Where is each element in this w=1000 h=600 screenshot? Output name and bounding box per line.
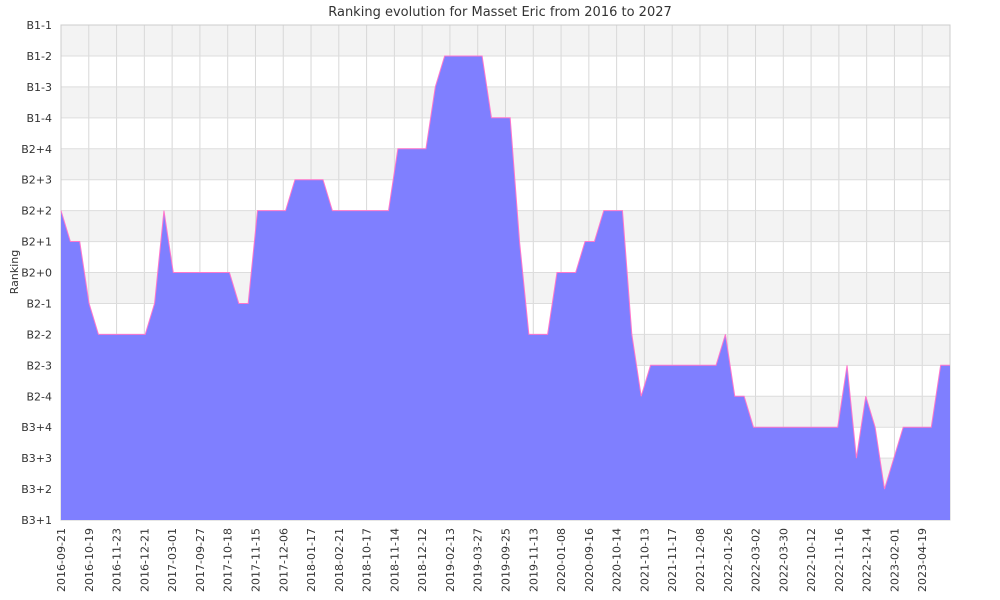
x-tick-label: 2018-02-21 (333, 528, 346, 592)
x-tick-label: 2016-11-23 (111, 528, 124, 592)
x-tick-label: 2023-04-19 (916, 528, 929, 592)
x-tick-label: 2022-12-14 (861, 528, 874, 592)
y-tick-label: B2+2 (21, 205, 52, 218)
x-tick-label: 2020-10-14 (611, 528, 624, 592)
y-axis-ticks: B3+1 B3+2 B3+3 B3+4 B2-4 B2-3 B2-2 B2-1 B2+0 B2+1… (21, 19, 52, 527)
x-tick-label: 2017-10-18 (222, 528, 235, 592)
x-tick-label: 2016-10-19 (83, 528, 96, 592)
y-tick-label: B2+1 (21, 236, 52, 249)
y-tick-label: B2+3 (21, 174, 52, 187)
x-tick-label: 2022-01-26 (722, 528, 735, 592)
y-tick-label: B2-2 (26, 328, 52, 341)
x-tick-label: 2019-03-27 (472, 528, 485, 592)
x-tick-label: 2017-11-15 (249, 528, 262, 592)
x-tick-label: 2021-10-13 (638, 528, 651, 592)
x-tick-label: 2020-09-16 (583, 528, 596, 592)
series-area-fill (61, 55, 950, 520)
y-tick-label: B2-1 (26, 297, 52, 310)
y-tick-label: B1-2 (26, 50, 52, 63)
x-axis-ticks: 2016-09-21 2016-10-19 2016-11-23 2016-12-21… (55, 528, 929, 592)
y-tick-label: B1-1 (26, 19, 52, 32)
y-tick-label: B2+0 (21, 267, 52, 280)
y-axis-label: Ranking (8, 250, 21, 295)
x-tick-label: 2017-12-06 (277, 528, 290, 592)
x-tick-label: 2018-01-17 (305, 528, 318, 592)
x-tick-label: 2018-10-17 (361, 528, 374, 592)
x-tick-label: 2017-09-27 (194, 528, 207, 592)
x-tick-label: 2020-01-08 (555, 528, 568, 592)
x-tick-label: 2018-11-14 (388, 528, 401, 592)
x-tick-label: 2022-03-02 (750, 528, 763, 592)
x-tick-label: 2022-03-30 (777, 528, 790, 592)
chart-title: Ranking evolution for Masset Eric from 2… (328, 5, 672, 20)
x-tick-label: 2021-11-17 (666, 528, 679, 592)
y-tick-label: B3+2 (21, 483, 52, 496)
x-tick-label: 2019-09-25 (500, 528, 513, 592)
y-tick-label: B2-4 (26, 390, 52, 403)
x-tick-label: 2017-03-01 (166, 528, 179, 592)
x-tick-label: 2023-02-01 (888, 528, 901, 592)
x-tick-label: 2021-12-08 (694, 528, 707, 592)
series-line (60, 55, 950, 490)
x-tick-label: 2016-12-21 (138, 528, 151, 592)
x-tick-label: 2018-12-12 (416, 528, 429, 592)
data-area (60, 55, 950, 520)
x-tick-label: 2019-11-13 (527, 528, 540, 592)
x-tick-label: 2016-09-21 (55, 528, 68, 592)
y-tick-label: B1-3 (26, 81, 52, 94)
x-tick-label: 2019-02-13 (444, 528, 457, 592)
y-tick-label: B3+4 (21, 421, 52, 434)
x-tick-label: 2022-11-16 (833, 528, 846, 592)
x-tick-label: 2022-10-12 (805, 528, 818, 592)
y-tick-label: B1-4 (26, 112, 52, 125)
y-tick-label: B2+4 (21, 143, 52, 156)
y-tick-label: B2-3 (26, 359, 52, 372)
y-tick-label: B3+1 (21, 514, 52, 527)
y-tick-label: B3+3 (21, 452, 52, 465)
